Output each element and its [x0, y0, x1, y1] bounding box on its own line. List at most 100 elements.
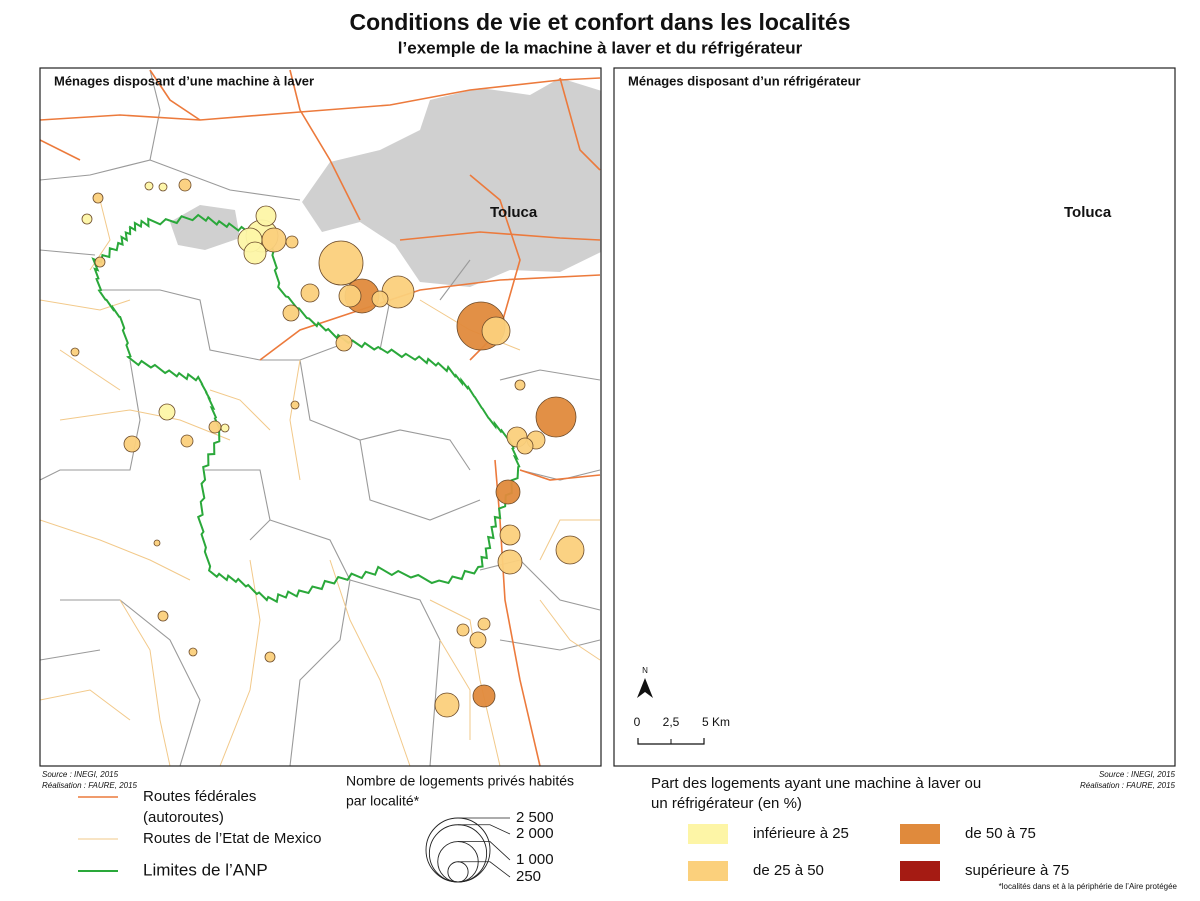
- locality: [656, 214, 666, 224]
- municipal-boundary: [439, 259, 471, 301]
- locality: [820, 220, 852, 252]
- color-legend-title: un réfrigérateur (en %): [651, 795, 802, 812]
- size-legend-label: 2 500: [516, 809, 554, 826]
- municipal-boundary: [349, 579, 441, 766]
- state-road: [904, 560, 984, 766]
- map-panel: Ménages disposant d’un réfrigérateur Tolu…: [613, 67, 1179, 790]
- municipal-boundary: [1014, 260, 1044, 300]
- federal-road: [289, 69, 361, 221]
- federal-road: [399, 231, 601, 241]
- legend-label: Routes fédérales: [143, 788, 256, 805]
- federal-road: [519, 469, 601, 481]
- scale-label: 5 Km: [702, 715, 730, 729]
- legend-label: (autoroutes): [143, 809, 224, 826]
- size-legend-leader: [458, 841, 511, 861]
- federal-road: [40, 77, 601, 121]
- locality: [1031, 302, 1079, 350]
- municipal-boundary: [359, 439, 481, 521]
- locality: [282, 304, 300, 322]
- locality: [285, 235, 299, 249]
- color-legend-label: de 50 à 75: [965, 825, 1036, 842]
- municipal-boundary: [100, 289, 261, 361]
- locality: [261, 227, 287, 253]
- federal-road: [1094, 470, 1174, 480]
- state-road: [994, 300, 1094, 350]
- municipal-boundary: [724, 160, 874, 200]
- locality: [645, 348, 653, 356]
- municipal-boundary: [1074, 370, 1174, 380]
- locality: [290, 400, 300, 410]
- state-road: [1014, 640, 1044, 740]
- locality: [481, 316, 511, 346]
- federal-road: [834, 275, 1174, 360]
- state-road: [209, 389, 271, 431]
- federal-road: [40, 139, 81, 161]
- color-swatch: [688, 824, 728, 844]
- municipal-boundary: [40, 359, 141, 481]
- municipal-boundary: [149, 159, 301, 201]
- locality: [371, 290, 389, 308]
- city-label: Toluca: [1064, 204, 1112, 221]
- scale-label: 2,5: [663, 715, 680, 729]
- city-label: Toluca: [490, 204, 538, 221]
- locality: [499, 524, 521, 546]
- state-road: [784, 390, 844, 430]
- municipal-boundary: [779, 470, 844, 540]
- locality: [1130, 536, 1158, 564]
- locality: [732, 611, 742, 621]
- locality: [255, 205, 277, 227]
- urban-area: [876, 78, 1179, 287]
- state-road: [439, 639, 471, 740]
- locality: [763, 648, 771, 656]
- locality: [495, 479, 521, 505]
- municipal-boundary: [614, 360, 714, 480]
- map-panels: Ménages disposant d’une machine à laver T…: [39, 67, 1179, 790]
- locality: [1074, 525, 1094, 545]
- locality: [94, 256, 106, 268]
- size-legend-label: 1 000: [516, 851, 554, 868]
- state-road: [59, 349, 121, 391]
- locality: [839, 652, 849, 662]
- locality: [300, 283, 320, 303]
- municipal-boundary: [874, 360, 1044, 470]
- locality: [893, 241, 937, 285]
- municipal-boundary: [934, 440, 1054, 520]
- locality: [1056, 317, 1084, 345]
- color-legend-title: Part des logements ayant une machine à l…: [651, 775, 981, 792]
- municipal-boundary: [674, 290, 834, 360]
- locality: [1089, 380, 1099, 390]
- locality: [516, 437, 534, 455]
- state-road: [1114, 600, 1174, 660]
- municipal-boundary: [479, 559, 601, 611]
- color-legend-label: inférieure à 25: [753, 825, 849, 842]
- locality: [178, 178, 192, 192]
- federal-road: [1069, 460, 1114, 766]
- municipal-boundary: [269, 519, 351, 766]
- color-swatch: [688, 861, 728, 881]
- locality: [1052, 618, 1064, 630]
- municipal-boundary: [519, 469, 601, 481]
- state-road: [539, 519, 600, 561]
- locality: [153, 539, 161, 547]
- municipal-boundary: [205, 469, 271, 541]
- locality: [946, 291, 962, 307]
- size-legend-label: 250: [516, 868, 541, 885]
- locality: [865, 401, 873, 409]
- locality: [318, 240, 364, 286]
- locality: [472, 684, 496, 708]
- locality: [830, 206, 850, 226]
- map-frame: [39, 67, 602, 767]
- locality: [92, 192, 104, 204]
- color-legend-label: supérieure à 75: [965, 862, 1069, 879]
- locality: [719, 182, 727, 190]
- state-road: [219, 559, 261, 766]
- locality: [180, 434, 194, 448]
- federal-road: [974, 232, 1174, 240]
- title: Conditions de vie et confort dans les lo…: [350, 9, 851, 35]
- locality: [860, 236, 872, 248]
- scale-label: 0: [634, 715, 641, 729]
- anp-limit: [667, 215, 1093, 602]
- state-road: [539, 599, 601, 661]
- locality: [157, 610, 169, 622]
